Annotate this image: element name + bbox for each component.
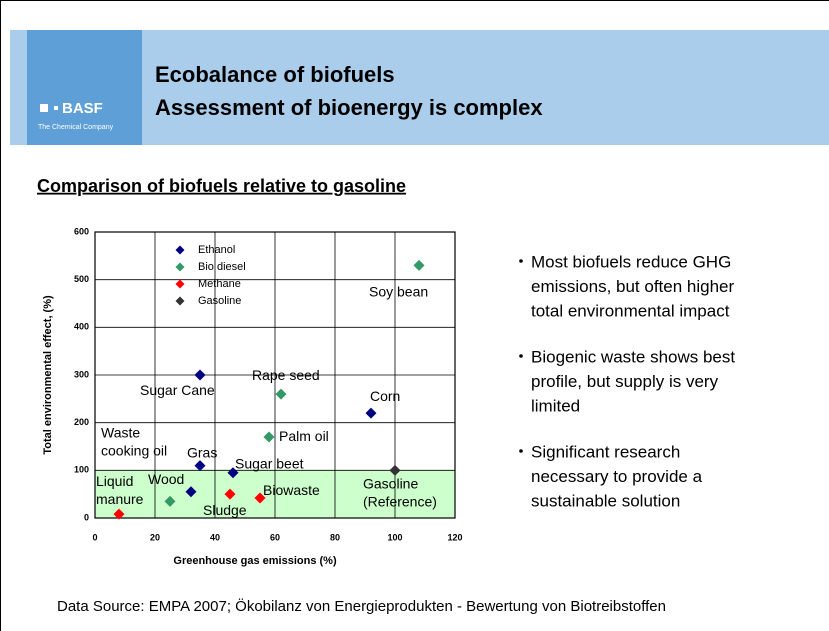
y-tick-label: 0: [84, 512, 89, 522]
point-label: Waste cooking oil: [101, 424, 167, 458]
x-tick-label: 80: [330, 532, 340, 542]
legend-marker: [175, 279, 185, 289]
title: Ecobalance of biofuels: [155, 62, 395, 87]
bullet-dot: [519, 354, 523, 358]
x-tick-label: 40: [210, 532, 220, 542]
bullet-text: profile, but supply is very: [531, 372, 719, 391]
point: [275, 388, 287, 400]
legend-marker: [175, 245, 185, 255]
point-label: Biowaste: [263, 482, 320, 498]
point-label: Liquid manure: [96, 473, 144, 507]
bullet-text: Most biofuels reduce GHG: [531, 252, 731, 271]
subtitle: Comparison of biofuels relative to gasol…: [37, 176, 406, 196]
point: [227, 467, 239, 479]
bullet-text: emissions, but often higher: [531, 277, 735, 296]
logo-dot: [54, 106, 58, 110]
point-label: Rape seed: [252, 367, 320, 383]
legend-label: Bio diesel: [198, 261, 246, 273]
bullet-text: sustainable solution: [531, 491, 680, 510]
legend-marker: [175, 262, 185, 272]
point: [194, 460, 206, 472]
bullet-text: total environmental impact: [531, 301, 730, 320]
point-label: Sugar Cane: [140, 382, 215, 398]
bullet-text: Significant research: [531, 442, 680, 461]
point: [113, 508, 125, 520]
point: [164, 495, 176, 507]
point: [413, 259, 425, 271]
x-axis-label: Greenhouse gas emissions (%): [173, 555, 337, 567]
logo-tagline: The Chemical Company: [38, 124, 114, 131]
y-axis-label: Total environmental effect, (%): [42, 295, 54, 455]
y-tick-label: 300: [74, 369, 89, 379]
point-label: Sugar beet: [235, 455, 304, 471]
point-label: Gasoline (Reference): [363, 475, 437, 509]
point-label: Corn: [370, 388, 400, 404]
footer: Data Source: EMPA 2007; Ökobilanz von En…: [57, 597, 666, 615]
bullet-text: limited: [531, 396, 580, 415]
point: [263, 431, 275, 443]
x-tick-label: 100: [387, 532, 402, 542]
point-label: Palm oil: [279, 428, 329, 444]
x-tick-label: 120: [447, 532, 462, 542]
bullets: Most biofuels reduce GHG emissions, but o…: [519, 252, 735, 510]
bullet-dot: [519, 259, 523, 263]
legend-label: Methane: [198, 278, 241, 290]
bullet-text: necessary to provide a: [531, 467, 703, 486]
point-label: Wood: [148, 470, 184, 486]
logo-square: [40, 104, 48, 112]
logo-name: BASF: [62, 100, 103, 117]
chart: 0 100 200 300 400 500 600 0 20 40 60 80 100 120 Greenh…: [42, 226, 463, 567]
bullet-dot: [519, 449, 523, 453]
bullet-text: Biogenic waste shows best: [531, 347, 735, 366]
y-tick-label: 400: [74, 322, 89, 332]
header-band: [10, 30, 829, 145]
point: [194, 369, 206, 381]
point: [365, 407, 377, 419]
title: Assessment of bioenergy is complex: [155, 95, 543, 120]
logo-box: [27, 30, 142, 145]
legend-marker: [175, 296, 185, 306]
y-tick-label: 100: [74, 465, 89, 475]
point: [254, 492, 266, 504]
y-tick-label: 200: [74, 417, 89, 427]
x-tick-label: 20: [150, 532, 160, 542]
legend-label: Gasoline: [198, 295, 241, 307]
point: [224, 488, 236, 500]
plot-border: [94, 231, 456, 519]
x-tick-label: 60: [270, 532, 280, 542]
point-label: Sludge: [203, 502, 247, 518]
y-tick-label: 500: [74, 274, 89, 284]
point: [185, 486, 197, 498]
x-tick-label: 0: [92, 532, 97, 542]
legend-label: Ethanol: [198, 244, 235, 256]
point-label: Soy bean: [369, 283, 428, 299]
point-label: Gras: [187, 444, 217, 460]
y-tick-label: 600: [74, 226, 89, 236]
point: [389, 464, 401, 476]
